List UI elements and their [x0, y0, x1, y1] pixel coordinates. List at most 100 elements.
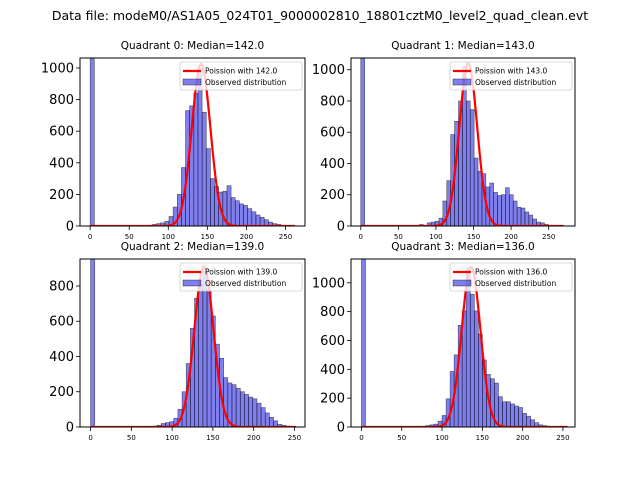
legend-bar-swatch — [182, 78, 202, 86]
histogram-bar — [512, 200, 518, 226]
histogram-bar — [477, 171, 483, 226]
y-tick-label: 600 — [320, 334, 345, 349]
legend: Poission with 136.0 Observed distribution — [449, 262, 573, 292]
x-tick-label: 250 — [288, 434, 301, 442]
poisson-curve — [90, 62, 295, 226]
histogram-bar — [202, 268, 208, 427]
histogram-bar — [197, 67, 203, 226]
histogram-bar — [260, 407, 266, 427]
histogram-bar — [244, 394, 249, 427]
histogram-bar — [506, 401, 511, 427]
histogram-bar — [234, 200, 240, 226]
histogram-bar — [269, 417, 274, 427]
x-tick-label: 100 — [165, 434, 178, 442]
legend-label-observed: Observed distribution — [475, 78, 556, 87]
histogram-bar — [273, 420, 278, 427]
y-tick-label: 200 — [49, 385, 74, 400]
histogram-bar — [239, 391, 245, 427]
legend-label-poisson: Poission with 136.0 — [475, 268, 548, 277]
axes-frame — [79, 57, 306, 227]
histogram-bar — [264, 412, 270, 427]
x-tick-label: 250 — [279, 233, 292, 241]
y-tick-label: 1000 — [41, 61, 74, 76]
histogram-bar — [255, 214, 261, 226]
histogram-bar — [465, 268, 471, 427]
x-tick-label: 50 — [394, 233, 403, 241]
x-tick-label: 100 — [435, 434, 448, 442]
subplot-title: Quadrant 3: Median=136.0 — [391, 241, 534, 253]
y-tick-label: 400 — [320, 363, 345, 378]
histogram-bar — [509, 194, 514, 226]
histogram-bar — [201, 111, 207, 226]
y-tick-label: 400 — [49, 156, 74, 171]
axes-frame — [350, 57, 576, 227]
legend-box — [449, 262, 573, 292]
legend: Poission with 143.0 Observed distribution — [449, 61, 573, 91]
legend-box — [449, 61, 573, 91]
poisson-curve — [361, 265, 568, 427]
y-tick-label: 600 — [49, 315, 74, 330]
x-tick-label: 100 — [429, 233, 442, 241]
histogram-bar — [90, 259, 96, 427]
plot-area — [361, 259, 568, 427]
histogram-bar — [252, 398, 258, 427]
legend-label-observed: Observed distribution — [205, 279, 286, 288]
x-tick-label: 200 — [516, 434, 529, 442]
histogram-bar — [469, 294, 475, 427]
axes-frame — [79, 258, 306, 428]
legend-box — [179, 262, 303, 292]
legend: Poission with 142.0 Observed distribution — [179, 61, 303, 91]
histogram-bar — [524, 211, 530, 226]
y-tick-label: 600 — [49, 125, 74, 140]
histogram-bar — [360, 58, 365, 226]
x-tick-label: 0 — [359, 233, 363, 241]
histogram-bar — [251, 211, 257, 226]
legend-label-observed: Observed distribution — [475, 279, 556, 288]
histogram-bar — [239, 203, 244, 226]
legend-bar-swatch — [452, 279, 472, 287]
subplot-quadrant-0: Quadrant 0: Median=142.0 0 200 400 600 800 100… — [41, 40, 306, 241]
histogram-bar — [493, 192, 498, 226]
y-tick-label: 200 — [320, 188, 345, 203]
subplot-quadrant-2: Quadrant 2: Median=139.0 0 200 400 600 800 0 50… — [49, 241, 306, 442]
histogram-bar — [497, 195, 502, 226]
y-tick-label: 400 — [320, 157, 345, 172]
x-tick-label: 150 — [467, 233, 480, 241]
x-tick-label: 200 — [240, 233, 253, 241]
y-tick-label: 0 — [66, 421, 74, 436]
histogram-bar — [528, 214, 534, 226]
x-tick-label: 0 — [359, 434, 363, 442]
histogram-bar — [516, 206, 522, 226]
histogram-bar — [498, 396, 503, 427]
legend-label-poisson: Poission with 139.0 — [205, 268, 278, 277]
histogram-bar — [502, 401, 507, 427]
y-tick-label: 0 — [66, 220, 74, 235]
histogram-bar — [520, 207, 526, 226]
y-tick-label: 800 — [49, 279, 74, 294]
x-tick-label: 50 — [127, 434, 136, 442]
subplot-quadrant-1: Quadrant 1: Median=143.0 0 200 400 600 800 100… — [312, 40, 576, 241]
x-tick-label: 200 — [247, 434, 260, 442]
x-tick-label: 150 — [476, 434, 489, 442]
x-tick-label: 150 — [206, 434, 219, 442]
x-tick-label: 150 — [201, 233, 214, 241]
histogram-bar — [198, 283, 204, 427]
y-tick-label: 400 — [49, 350, 74, 365]
histogram-bar — [235, 387, 241, 427]
x-tick-label: 50 — [125, 233, 134, 241]
histogram-bar — [522, 413, 527, 427]
x-tick-label: 0 — [88, 434, 92, 442]
axes-frame — [350, 258, 576, 428]
legend-label-poisson: Poission with 143.0 — [475, 67, 548, 76]
histogram-bar — [230, 197, 236, 226]
x-tick-label: 250 — [542, 233, 555, 241]
poisson-curve — [90, 265, 297, 427]
legend-bar-swatch — [182, 279, 202, 287]
histogram-bar — [505, 187, 510, 226]
histogram-bar — [518, 407, 523, 427]
subplots: Quadrant 0: Median=142.0 0 200 400 600 800 100… — [41, 40, 576, 442]
x-tick-label: 250 — [556, 434, 569, 442]
histogram-bar — [510, 403, 515, 427]
histogram-bar — [501, 194, 506, 226]
